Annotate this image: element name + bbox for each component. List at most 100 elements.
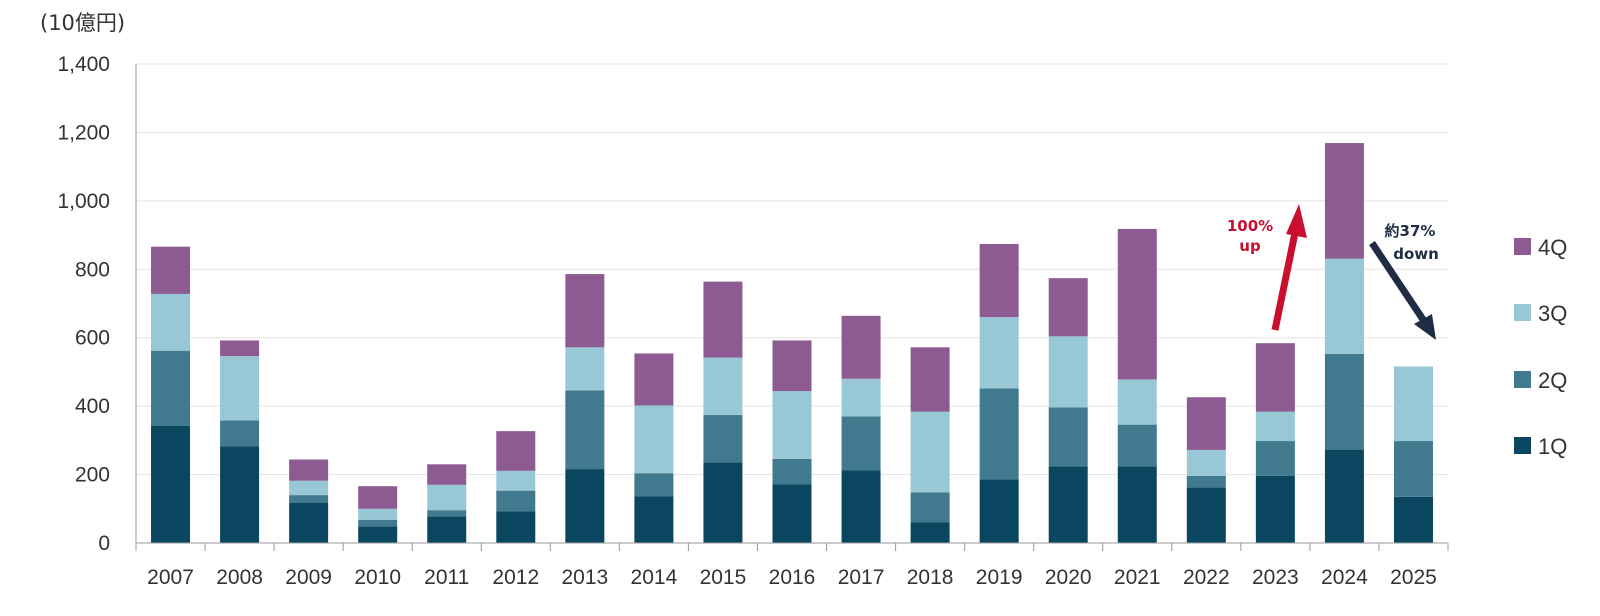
y-tick-label: 200 [75, 464, 110, 487]
bar-segment-2Q-2020 [1048, 407, 1088, 467]
y-tick-label: 400 [75, 395, 110, 418]
y-tick-label: 1,200 [57, 121, 110, 144]
bar-segment-1Q-2019 [979, 479, 1019, 543]
bar-segment-1Q-2024 [1324, 449, 1364, 543]
y-tick-label: 1,400 [57, 53, 110, 76]
bar-segment-4Q-2012 [496, 431, 536, 471]
gridlines [136, 63, 1448, 476]
bar-segment-3Q-2022 [1186, 449, 1226, 476]
axes: 0 200 400 600 800 1,000 1,200 1,400 2007 2008 2009… [57, 53, 1449, 589]
x-tick-label: 2025 [1390, 566, 1437, 589]
annotation-down-pct: 約37% [1385, 222, 1436, 240]
legend-swatch-4Q [1514, 238, 1531, 255]
bar-segment-1Q-2014 [634, 496, 674, 543]
y-axis-unit-label: (10億円) [40, 11, 125, 35]
x-tick-label: 2015 [700, 566, 747, 589]
bar-segment-3Q-2023 [1255, 411, 1295, 442]
bar-segment-2Q-2024 [1324, 353, 1364, 450]
bar-segment-4Q-2010 [358, 486, 398, 509]
bar-segment-4Q-2017 [841, 315, 881, 379]
x-tick-label: 2013 [561, 566, 608, 589]
y-tick-label: 800 [75, 258, 110, 281]
x-tick-label: 2010 [354, 566, 401, 589]
bar-segment-4Q-2023 [1255, 343, 1295, 412]
bar-segment-1Q-2021 [1117, 466, 1157, 543]
bar-segment-3Q-2007 [151, 293, 191, 351]
bar-segment-1Q-2016 [772, 484, 812, 543]
bar-segment-4Q-2013 [565, 274, 605, 348]
legend-swatch-1Q [1514, 437, 1531, 454]
bar-segment-4Q-2020 [1048, 278, 1088, 337]
legend-swatch-2Q [1514, 371, 1531, 388]
bar-segment-3Q-2009 [289, 480, 329, 496]
bar-segment-3Q-2015 [703, 357, 743, 416]
x-tick-label: 2014 [631, 566, 678, 589]
bar-segment-3Q-2018 [910, 411, 950, 493]
legend-label-4Q: 4Q [1538, 235, 1567, 260]
bar-segment-1Q-2023 [1255, 475, 1295, 543]
up-arrow-icon [1271, 227, 1300, 331]
x-tick-label: 2016 [769, 566, 816, 589]
bar-segment-4Q-2008 [220, 340, 260, 357]
bar-segment-3Q-2019 [979, 317, 1019, 389]
bar-segment-2Q-2008 [220, 420, 260, 447]
y-tick-label: 0 [98, 532, 110, 555]
bar-segment-3Q-2025 [1393, 366, 1433, 442]
legend: 4Q 3Q 2Q 1Q [1514, 235, 1567, 459]
bar-segment-4Q-2021 [1117, 228, 1157, 380]
y-tick-label: 1,000 [57, 190, 110, 213]
bar-segment-4Q-2019 [979, 243, 1019, 318]
bar-segment-1Q-2018 [910, 522, 950, 543]
bar-segment-4Q-2024 [1324, 143, 1364, 259]
x-tick-label: 2018 [907, 566, 954, 589]
bar-segment-2Q-2025 [1393, 441, 1433, 497]
legend-swatch-3Q [1514, 304, 1531, 321]
up-arrow-head [1286, 204, 1307, 238]
x-tick-label: 2019 [976, 566, 1023, 589]
bar-segment-4Q-2007 [151, 246, 191, 294]
bar-segment-4Q-2011 [427, 464, 467, 485]
bar-segment-1Q-2015 [703, 462, 743, 543]
bar-segment-3Q-2010 [358, 508, 398, 520]
annotation-up-pct: 100% [1227, 217, 1273, 235]
bar-segment-2Q-2021 [1117, 424, 1157, 467]
bar-segment-4Q-2022 [1186, 397, 1226, 450]
annotation-down: 約37% down [1369, 222, 1439, 340]
bar-segment-1Q-2017 [841, 470, 881, 543]
x-tick-label: 2007 [147, 566, 194, 589]
x-tick-label: 2023 [1252, 566, 1299, 589]
bar-segment-3Q-2021 [1117, 379, 1157, 425]
bar-segment-4Q-2009 [289, 459, 329, 481]
x-tick-label: 2024 [1321, 566, 1368, 589]
bar-segment-2Q-2013 [565, 390, 605, 470]
bar-segment-1Q-2007 [151, 425, 191, 543]
bar-segment-3Q-2020 [1048, 336, 1088, 408]
legend-label-3Q: 3Q [1538, 301, 1567, 326]
x-tick-label: 2008 [216, 566, 263, 589]
x-tick-label: 2017 [838, 566, 885, 589]
x-tick-label: 2020 [1045, 566, 1092, 589]
bar-segment-1Q-2008 [220, 446, 260, 543]
bar-segment-1Q-2022 [1186, 487, 1226, 543]
bar-segment-2Q-2012 [496, 490, 536, 512]
bars [151, 143, 1433, 543]
bar-segment-1Q-2011 [427, 516, 467, 543]
bar-segment-1Q-2012 [496, 511, 536, 543]
bar-segment-3Q-2008 [220, 356, 260, 421]
bar-segment-4Q-2016 [772, 340, 812, 392]
legend-label-1Q: 1Q [1538, 434, 1567, 459]
down-arrow-icon [1369, 241, 1429, 326]
bar-segment-3Q-2013 [565, 347, 605, 391]
bar-segment-3Q-2012 [496, 470, 536, 491]
bar-segment-3Q-2011 [427, 484, 467, 511]
bar-segment-1Q-2009 [289, 502, 329, 543]
bar-segment-2Q-2016 [772, 458, 812, 485]
annotation-up-word: up [1239, 237, 1261, 255]
x-tick-label: 2022 [1183, 566, 1230, 589]
bar-segment-3Q-2017 [841, 378, 881, 417]
bar-segment-2Q-2015 [703, 415, 743, 463]
bar-segment-2Q-2011 [427, 510, 467, 517]
bar-segment-4Q-2018 [910, 347, 950, 412]
bar-segment-1Q-2010 [358, 526, 398, 543]
bar-segment-3Q-2014 [634, 405, 674, 474]
